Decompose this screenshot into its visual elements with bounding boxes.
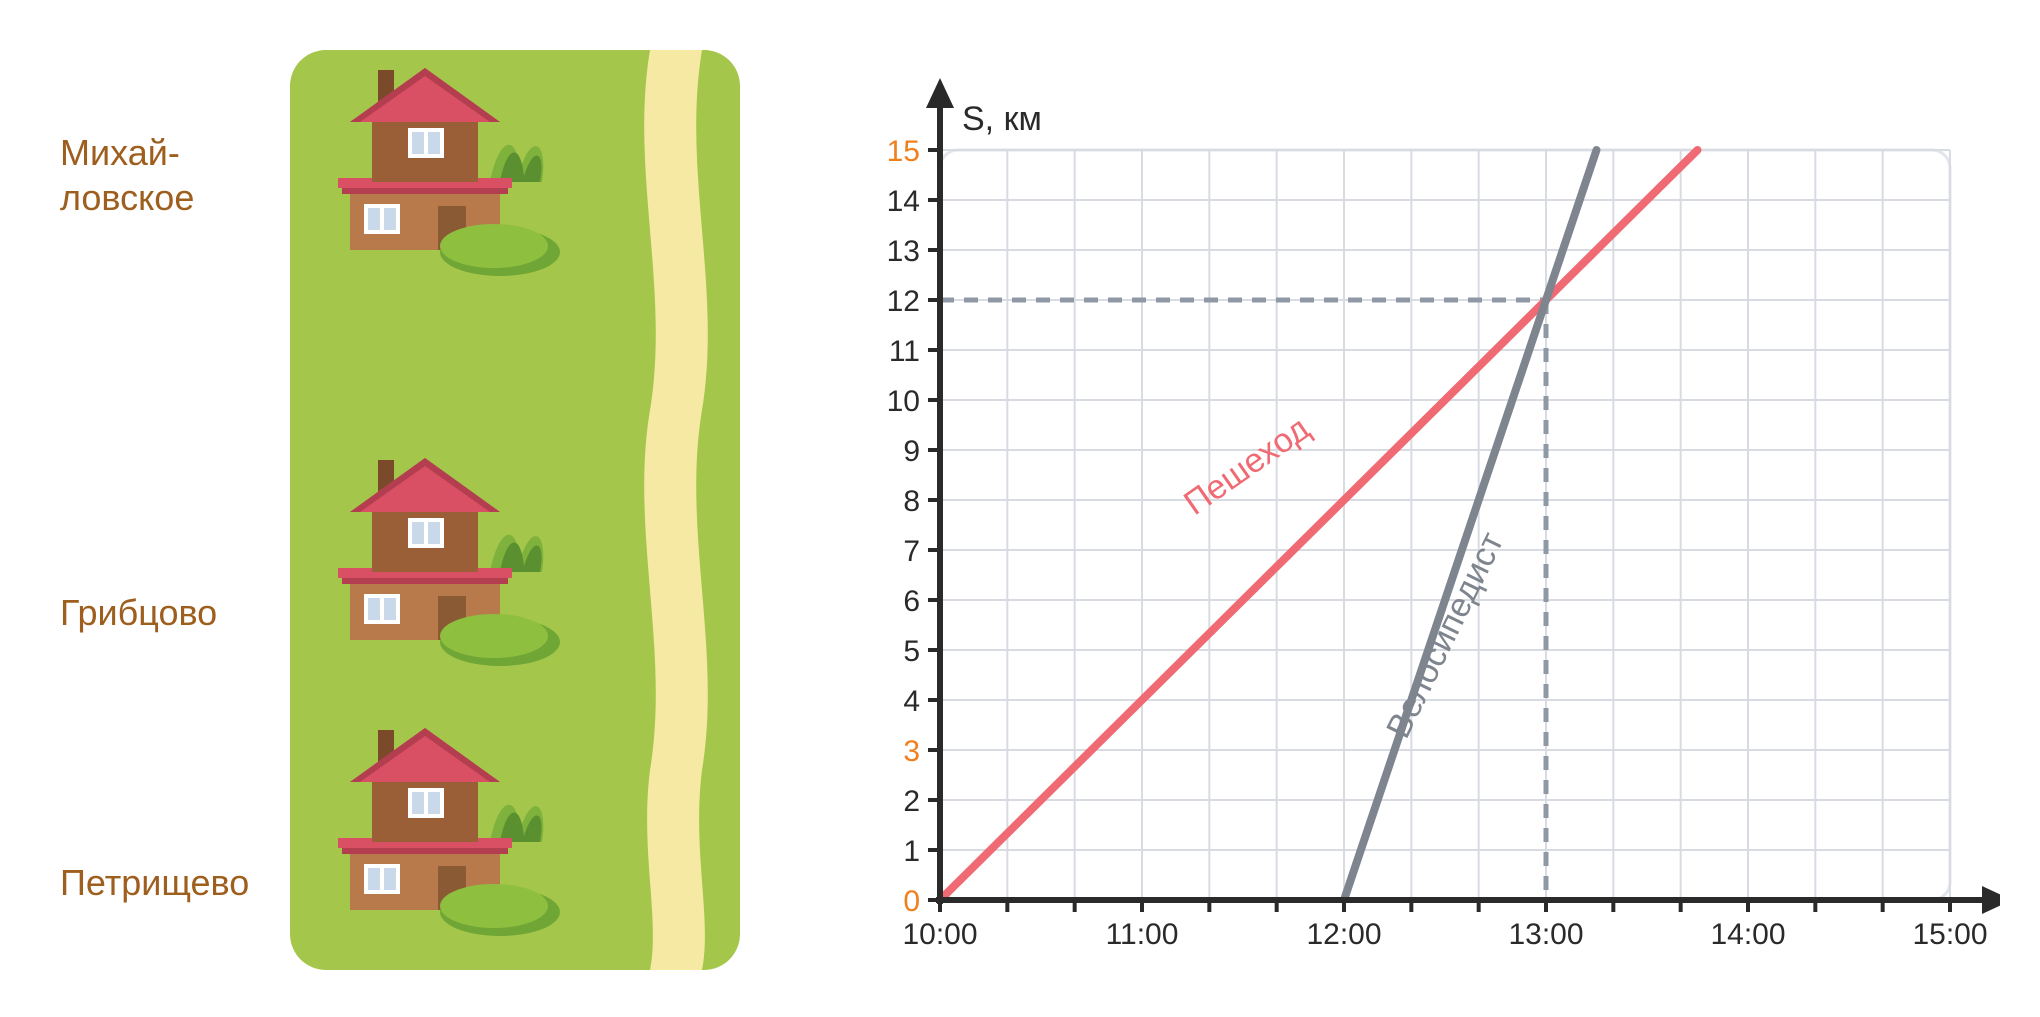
y-tick-label: 13 — [887, 235, 920, 268]
y-tick-label: 6 — [903, 585, 920, 618]
x-tick-label: 13:00 — [1508, 918, 1583, 951]
y-axis-arrow — [926, 78, 954, 108]
y-tick-label: 7 — [903, 535, 920, 568]
series-label-1: Велосипедист — [1379, 526, 1511, 744]
y-tick-label: 12 — [887, 285, 920, 318]
village-label-1: Грибцово — [60, 590, 217, 635]
x-tick-label: 14:00 — [1710, 918, 1785, 951]
y-tick-label: 11 — [889, 335, 920, 368]
y-tick-label: 0 — [903, 885, 920, 918]
village-label-2: Петрищево — [60, 860, 249, 905]
y-tick-label: 5 — [903, 635, 920, 668]
chart-svg: ПешеходВелосипедист012345678910111213141… — [820, 60, 2000, 980]
series-line-0 — [940, 150, 1698, 900]
y-tick-label: 2 — [903, 785, 920, 818]
village-name-line1: Михай- — [60, 132, 180, 173]
grid-border — [940, 150, 1950, 900]
y-tick-label: 8 — [903, 485, 920, 518]
village-name-line1: Грибцово — [60, 592, 217, 633]
y-tick-label: 14 — [887, 185, 920, 218]
series-line-1 — [1344, 150, 1597, 900]
village-labels-col: Михай-ловское Грибцово Петрищево — [60, 0, 270, 1017]
y-tick-label: 15 — [887, 135, 920, 168]
y-axis-label: S, км — [962, 100, 1042, 138]
map-svg — [290, 50, 740, 970]
x-axis-arrow — [1982, 886, 2000, 914]
chart-area: ПешеходВелосипедист012345678910111213141… — [820, 60, 2000, 980]
y-tick-label: 1 — [903, 835, 920, 868]
village-name-line1: Петрищево — [60, 862, 249, 903]
map-panel — [290, 50, 740, 970]
x-tick-label: 15:00 — [1912, 918, 1987, 951]
x-tick-label: 12:00 — [1306, 918, 1381, 951]
y-tick-label: 10 — [887, 385, 920, 418]
y-tick-label: 4 — [903, 685, 920, 718]
figure-canvas: Михай-ловское Грибцово Петрищево Пешеход Ве… — [0, 0, 2040, 1017]
x-tick-label: 10:00 — [902, 918, 977, 951]
x-tick-label: 11:00 — [1106, 918, 1179, 951]
series-label-0: Пешеход — [1177, 409, 1316, 522]
y-tick-label: 3 — [903, 735, 920, 768]
y-tick-label: 9 — [903, 435, 920, 468]
village-label-0: Михай-ловское — [60, 130, 194, 220]
village-name-line2: ловское — [60, 177, 194, 218]
